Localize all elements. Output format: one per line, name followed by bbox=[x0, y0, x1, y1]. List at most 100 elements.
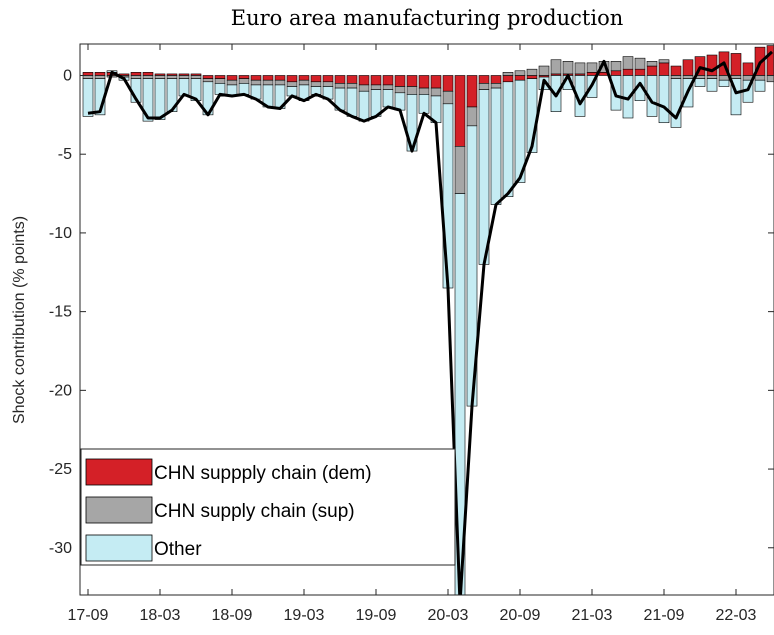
bar-segment bbox=[502, 81, 514, 198]
bar-segment bbox=[430, 75, 442, 89]
bar-segment bbox=[382, 75, 394, 86]
bar-segment bbox=[754, 75, 766, 81]
bar-segment bbox=[286, 81, 298, 87]
bar-segment bbox=[202, 75, 214, 79]
bar-segment bbox=[514, 79, 526, 183]
bar-segment bbox=[418, 87, 430, 95]
bar-segment bbox=[274, 79, 286, 86]
bar-segment bbox=[262, 79, 274, 86]
bar-segment bbox=[322, 81, 334, 87]
bar-segment bbox=[142, 78, 154, 122]
bar-segment bbox=[298, 75, 310, 81]
bar-segment bbox=[334, 75, 346, 84]
bar-segment bbox=[394, 92, 406, 111]
legend-swatch bbox=[85, 496, 153, 524]
x-tick-label: 20-09 bbox=[500, 607, 541, 624]
bar-segment bbox=[742, 62, 754, 76]
bar-segment bbox=[154, 78, 166, 120]
bar-segment bbox=[454, 75, 466, 147]
bar-segment bbox=[622, 68, 634, 76]
bar-segment bbox=[142, 75, 154, 79]
bar-segment bbox=[238, 75, 250, 79]
x-tick-label: 18-03 bbox=[140, 607, 181, 624]
bar-segment bbox=[370, 75, 382, 86]
bar-segment bbox=[706, 78, 718, 92]
bar-segment bbox=[646, 65, 658, 76]
bar-segment bbox=[454, 146, 466, 194]
bar-segment bbox=[418, 75, 430, 89]
bar-segment bbox=[238, 83, 250, 95]
y-tick-label: -5 bbox=[58, 146, 72, 163]
bar-segment bbox=[166, 75, 178, 79]
bar-segment bbox=[334, 83, 346, 89]
bar-segment bbox=[670, 65, 682, 76]
bar-segment bbox=[406, 75, 418, 87]
bar-segment bbox=[670, 78, 682, 128]
legend: CHN suppply chain (dem) CHN supply chain … bbox=[80, 448, 456, 566]
bar-segment bbox=[466, 75, 478, 108]
bar-segment bbox=[358, 90, 370, 122]
x-tick-label: 17-09 bbox=[68, 607, 109, 624]
bar-segment bbox=[274, 75, 286, 81]
bar-segment bbox=[442, 90, 454, 105]
bar-segment bbox=[154, 75, 166, 79]
x-tick-label: 21-03 bbox=[572, 607, 613, 624]
bar-segment bbox=[730, 75, 742, 79]
legend-swatch bbox=[85, 458, 153, 486]
bar-segment bbox=[262, 75, 274, 81]
bar-segment bbox=[634, 57, 646, 70]
bar-segment bbox=[442, 75, 454, 92]
x-tick-label: 19-03 bbox=[284, 607, 325, 624]
bar-segment bbox=[610, 61, 622, 72]
bar-segment bbox=[286, 75, 298, 83]
bar-segment bbox=[730, 78, 742, 116]
bar-segment bbox=[634, 68, 646, 76]
bar-segment bbox=[250, 75, 262, 81]
bar-segment bbox=[526, 75, 538, 79]
bar-segment bbox=[670, 75, 682, 79]
bar-segment bbox=[394, 75, 406, 87]
bar-segment bbox=[478, 75, 490, 84]
bar-segment bbox=[358, 75, 370, 86]
bar-segment bbox=[658, 62, 670, 76]
bar-segment bbox=[406, 86, 418, 95]
legend-label: CHN supply chain (sup) bbox=[154, 501, 355, 522]
bar-segment bbox=[502, 75, 514, 83]
bar-segment bbox=[226, 79, 238, 86]
bar-segment bbox=[682, 59, 694, 76]
bar-segment bbox=[586, 62, 598, 73]
x-tick-label: 19-09 bbox=[356, 607, 397, 624]
x-tick-label: 18-09 bbox=[212, 607, 253, 624]
bar-segment bbox=[310, 81, 322, 87]
bar-segment bbox=[250, 79, 262, 86]
bar-segment bbox=[514, 70, 526, 76]
bar-segment bbox=[178, 75, 190, 79]
bar-segment bbox=[538, 65, 550, 76]
chart-title: Euro area manufacturing production bbox=[231, 6, 623, 30]
bar-segment bbox=[310, 75, 322, 83]
bar-segment bbox=[766, 45, 774, 76]
bars bbox=[82, 45, 774, 595]
bar-segment bbox=[430, 87, 442, 97]
bar-segment bbox=[214, 83, 226, 95]
bar-segment bbox=[346, 75, 358, 84]
bar-segment bbox=[130, 75, 142, 79]
bar-segment bbox=[214, 75, 226, 79]
bar-segment bbox=[94, 72, 106, 76]
bar-segment bbox=[478, 83, 490, 90]
y-tick-label: 0 bbox=[63, 67, 72, 84]
axes-box bbox=[79, 43, 774, 596]
bar-segment bbox=[142, 72, 154, 76]
bar-segment bbox=[454, 193, 466, 595]
y-tick-label: -10 bbox=[49, 225, 72, 242]
total-line bbox=[87, 50, 774, 595]
bar-segment bbox=[646, 61, 658, 67]
bar-segment bbox=[718, 79, 730, 87]
bar-segment bbox=[514, 75, 526, 81]
x-tick-label: 22-03 bbox=[716, 607, 757, 624]
bar-segment bbox=[346, 83, 358, 89]
bar-segment bbox=[346, 87, 358, 117]
bar-segment bbox=[682, 75, 694, 79]
y-axis-label: Shock contribution (% points) bbox=[11, 216, 28, 424]
